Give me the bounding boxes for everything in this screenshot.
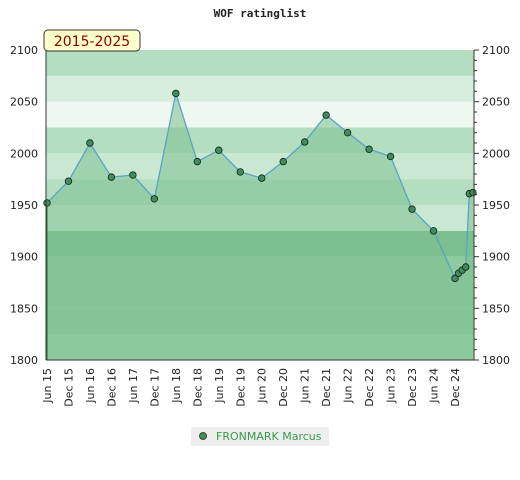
band-2000: [46, 127, 474, 154]
band-2025: [46, 101, 474, 128]
y-tick-label-right-1900: 1900: [482, 251, 510, 264]
legend-box: [191, 427, 329, 446]
data-point-12: [300, 138, 309, 146]
data-point-1: [64, 177, 73, 185]
data-point-13: [322, 111, 330, 119]
data-point-14: [343, 128, 352, 137]
data-point-22: [462, 263, 470, 271]
x-tick-label-13: Dec 21: [320, 368, 333, 407]
y-tick-label-left-1850: 1850: [10, 302, 38, 315]
chart-title: WOF ratinglist: [214, 7, 307, 20]
x-tick-label-19: Dec 24: [449, 368, 462, 407]
data-point-18: [429, 227, 438, 235]
points-layer: [43, 89, 477, 283]
data-point-5: [150, 195, 159, 203]
x-tick-label-11: Dec 20: [277, 368, 290, 407]
area-layer: [47, 93, 473, 361]
x-tick-label-18: Jun 24: [428, 368, 441, 404]
x-tick-label-1: Dec 15: [62, 368, 75, 407]
band-2050: [46, 75, 474, 102]
series-area: [47, 93, 473, 361]
y-tick-label-right-1800: 1800: [482, 354, 510, 367]
year-range-badge-box: [43, 29, 141, 52]
data-point-9: [236, 168, 244, 176]
x-tick-label-2: Jun 16: [84, 368, 97, 404]
data-point-4: [129, 171, 137, 179]
data-point-6: [172, 89, 180, 98]
x-tick-label-16: Jun 23: [385, 368, 398, 404]
data-point-2: [86, 139, 94, 147]
x-tick-label-5: Dec 17: [148, 368, 161, 407]
y-tick-label-left-1950: 1950: [10, 199, 38, 212]
y-tick-label-left-2050: 2050: [10, 96, 38, 109]
x-tick-label-4: Jun 17: [127, 368, 140, 404]
legend-marker: [199, 432, 207, 440]
y-tick-label-right-1950: 1950: [482, 199, 510, 212]
x-tick-label-0: Jun 15: [41, 368, 54, 404]
data-point-15: [365, 145, 373, 153]
axes: 1800 1800 1850 1850 1900 1900 1950 1950 2000 2000…: [10, 44, 510, 407]
band-1975: [46, 153, 474, 180]
data-point-17: [408, 205, 416, 213]
y-tick-label-right-2000: 2000: [482, 147, 510, 160]
legend: FRONMARK Marcus: [191, 427, 329, 446]
y-tick-label-left-1800: 1800: [10, 354, 38, 367]
x-tick-label-10: Jun 20: [256, 368, 269, 404]
y-tick-label-right-2100: 2100: [482, 44, 510, 57]
x-tick-label-14: Jun 22: [342, 368, 355, 404]
y-tick-label-left-1900: 1900: [10, 251, 38, 264]
y-tick-label-left-2100: 2100: [10, 44, 38, 57]
year-range-badge-label: 2015-2025: [54, 34, 130, 50]
data-point-11: [279, 157, 287, 166]
y-tick-label-right-1850: 1850: [482, 302, 510, 315]
band-2075: [46, 50, 474, 76]
data-point-8: [215, 146, 223, 154]
data-point-19: [451, 274, 459, 283]
x-tick-label-15: Dec 22: [363, 368, 376, 407]
y-tick-label-right-2050: 2050: [482, 96, 510, 109]
x-tick-label-12: Jun 21: [299, 368, 312, 404]
data-point-3: [107, 173, 116, 181]
y-tick-label-left-2000: 2000: [10, 147, 38, 160]
legend-label: FRONMARK Marcus: [216, 430, 322, 443]
data-point-16: [386, 152, 395, 161]
x-tick-label-3: Dec 16: [105, 368, 118, 407]
data-point-7: [193, 157, 202, 166]
data-point-0: [43, 199, 51, 207]
year-range-badge: 2015-2025: [43, 29, 141, 52]
x-tick-label-6: Jun 18: [170, 368, 183, 404]
x-tick-label-7: Dec 18: [191, 368, 204, 407]
x-tick-label-17: Dec 23: [406, 368, 419, 407]
x-tick-label-9: Dec 19: [234, 368, 247, 407]
x-tick-label-8: Jun 19: [213, 368, 226, 404]
data-point-10: [258, 174, 266, 182]
